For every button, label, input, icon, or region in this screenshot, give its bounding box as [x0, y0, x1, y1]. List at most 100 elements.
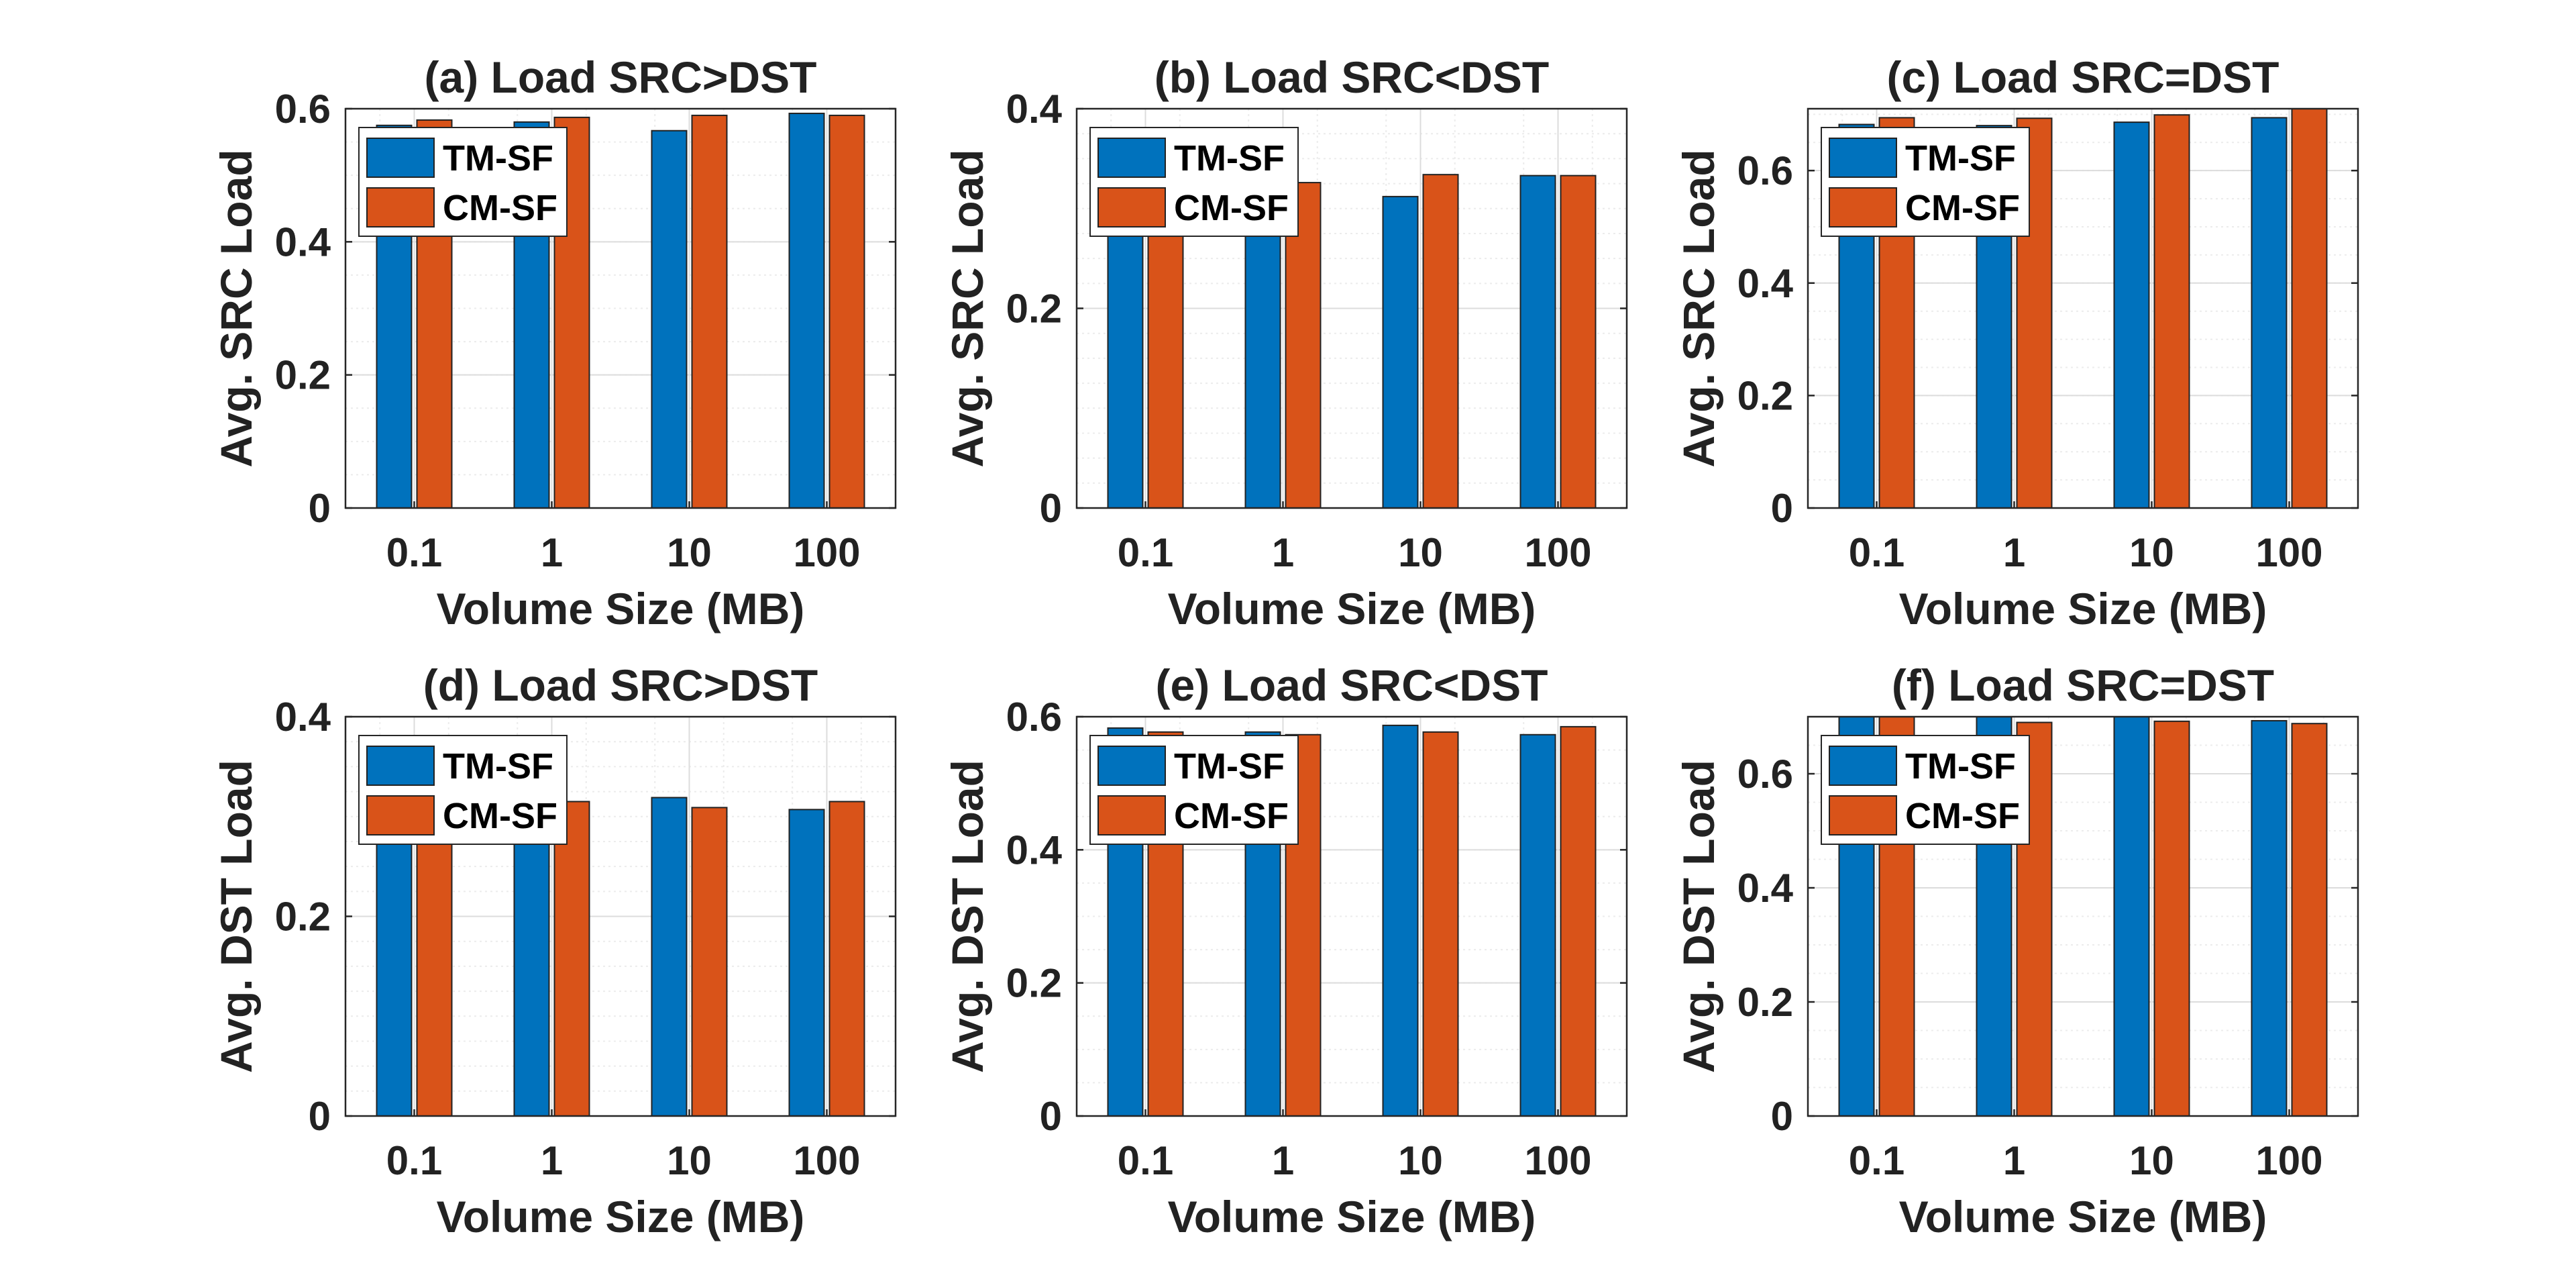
chart-title: (c) Load SRC=DST: [1887, 52, 2279, 102]
x-tick-label: 100: [793, 1138, 860, 1183]
legend-swatch: [1829, 746, 1897, 786]
chart-title: (e) Load SRC<DST: [1156, 660, 1548, 710]
legend-swatch: [1829, 138, 1897, 178]
bar-cm-sf: [691, 114, 728, 509]
y-tick-label: 0.2: [1006, 287, 1062, 332]
legend-label: CM-SF: [1174, 188, 1289, 228]
y-tick-label: 0.6: [1737, 752, 1793, 797]
y-axis-label: Avg. SRC Load: [211, 149, 261, 467]
legend-swatch: [1829, 187, 1897, 227]
y-tick-label: 0.2: [1737, 373, 1793, 418]
bar-cm-sf: [553, 801, 590, 1117]
bar-tm-sf: [376, 805, 413, 1117]
bar-cm-sf: [553, 116, 590, 509]
x-axis-label: Volume Size (MB): [1168, 584, 1536, 634]
chart-title: (f) Load SRC=DST: [1892, 660, 2274, 710]
bar-cm-sf: [1560, 174, 1597, 509]
y-tick-label: 0.6: [1737, 148, 1793, 193]
chart-panel-0: 0 0.2 0.4 0.6 0.1 1 10 100 (a) Load SRC>DST Volum…: [211, 52, 897, 634]
legend-swatch: [1097, 138, 1166, 178]
y-axis-label: Avg. DST Load: [943, 760, 992, 1073]
bar-tm-sf: [1519, 174, 1556, 509]
axes-box: [1807, 107, 2359, 509]
x-tick-label: 0.1: [1849, 530, 1904, 575]
legend-swatch: [366, 746, 435, 786]
chart-panel-5: 0 0.2 0.4 0.6 0.1 1 10 100 (f) Load SRC=DST Volum…: [1674, 660, 2359, 1241]
y-axis-label: Avg. SRC Load: [943, 149, 992, 467]
axes-box: [1075, 715, 1628, 1117]
chart-panel-1: 0 0.2 0.4 0.1 1 10 100 (b) Load SRC<DST Volume S…: [943, 52, 1628, 634]
axes-box: [344, 107, 897, 509]
y-tick-label: 0.6: [1006, 695, 1062, 740]
bar-tm-sf: [2251, 117, 2288, 509]
bar-cm-sf: [416, 801, 453, 1117]
legend-swatch: [1829, 795, 1897, 835]
x-tick-label: 10: [2129, 530, 2174, 575]
bar-cm-sf: [2291, 723, 2328, 1117]
x-tick-label: 0.1: [1849, 1138, 1904, 1183]
bar-tm-sf: [651, 130, 688, 509]
x-tick-label: 100: [1524, 1138, 1591, 1183]
y-tick-label: 0.2: [275, 353, 331, 398]
x-tick-label: 0.1: [386, 1138, 442, 1183]
legend-label: TM-SF: [1905, 138, 2016, 179]
y-axis-label: Avg. DST Load: [1674, 760, 1723, 1073]
x-tick-label: 0.1: [386, 530, 442, 575]
x-tick-label: 10: [1398, 530, 1443, 575]
chart-title: (b) Load SRC<DST: [1155, 52, 1550, 102]
legend-swatch: [1097, 187, 1166, 227]
bar-cm-sf: [828, 114, 865, 509]
legend-label: CM-SF: [1905, 188, 2020, 228]
x-axis-label: Volume Size (MB): [437, 584, 805, 634]
y-tick-label: 0: [1040, 486, 1062, 531]
x-axis-label: Volume Size (MB): [437, 1192, 805, 1241]
x-axis-label: Volume Size (MB): [1899, 584, 2267, 634]
y-tick-label: 0: [1771, 1094, 1793, 1139]
legend-label: CM-SF: [443, 188, 557, 228]
chart-panel-2: 0 0.2 0.4 0.6 0.1 1 10 100 (c) Load SRC=DST Volum…: [1674, 52, 2359, 634]
y-tick-label: 0.4: [275, 695, 331, 740]
bar-tm-sf: [2251, 719, 2288, 1117]
y-tick-label: 0.2: [1737, 980, 1793, 1025]
legend-label: CM-SF: [1905, 796, 2020, 836]
x-tick-label: 10: [667, 1138, 712, 1183]
bar-tm-sf: [1382, 724, 1419, 1117]
legend-swatch: [1097, 746, 1166, 786]
bar-tm-sf: [2113, 121, 2150, 509]
chart-panel-3: 0 0.2 0.4 0.1 1 10 100 (d) Load SRC>DST Volume S…: [211, 660, 897, 1241]
bar-cm-sf: [2153, 114, 2190, 509]
bar-tm-sf: [1382, 195, 1419, 509]
bar-cm-sf: [1147, 186, 1184, 509]
y-tick-label: 0: [309, 486, 331, 531]
legend-label: CM-SF: [443, 796, 557, 836]
y-tick-label: 0.2: [275, 895, 331, 940]
bar-tm-sf: [1107, 189, 1144, 509]
x-tick-label: 10: [2129, 1138, 2174, 1183]
y-tick-label: 0.2: [1006, 961, 1062, 1006]
legend-label: TM-SF: [443, 746, 553, 787]
x-tick-label: 1: [2003, 530, 2025, 575]
legend-swatch: [1097, 795, 1166, 835]
y-axis-label: Avg. DST Load: [211, 760, 261, 1073]
bar-tm-sf: [1519, 733, 1556, 1117]
bar-cm-sf: [2291, 108, 2328, 509]
bar-tm-sf: [651, 797, 688, 1117]
y-tick-label: 0.4: [275, 219, 331, 264]
bar-tm-sf: [788, 809, 825, 1117]
x-tick-label: 10: [1398, 1138, 1443, 1183]
x-tick-label: 10: [667, 530, 712, 575]
x-axis-label: Volume Size (MB): [1899, 1192, 2267, 1241]
x-tick-label: 1: [1272, 530, 1294, 575]
x-tick-label: 100: [2255, 1138, 2322, 1183]
bar-tm-sf: [2113, 716, 2150, 1117]
y-tick-label: 0.4: [1006, 827, 1063, 872]
legend-label: TM-SF: [1174, 138, 1285, 179]
y-tick-label: 0: [309, 1094, 331, 1139]
bar-tm-sf: [513, 803, 550, 1117]
x-tick-label: 1: [2003, 1138, 2025, 1183]
bar-cm-sf: [1422, 731, 1459, 1117]
legend-label: TM-SF: [443, 138, 553, 179]
axes-box: [1807, 715, 2359, 1117]
legend-label: TM-SF: [1174, 746, 1285, 787]
y-tick-label: 0.6: [275, 87, 331, 132]
